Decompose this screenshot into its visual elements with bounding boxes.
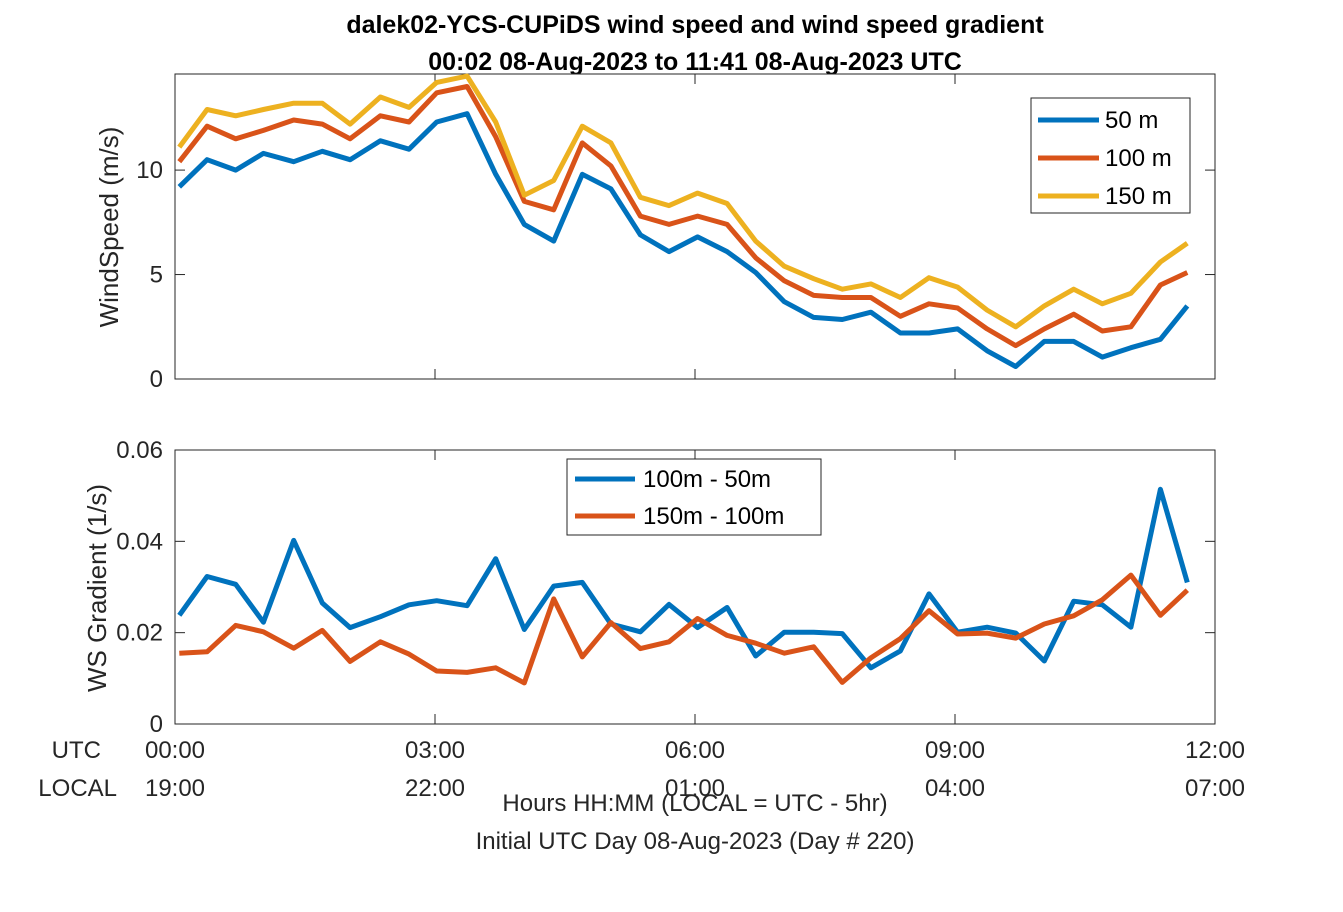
series-line-150m-100m (179, 572, 1190, 686)
x-tick-label-utc: 00:00 (145, 737, 205, 764)
wind-speed-series (177, 73, 1190, 369)
local-row-label: LOCAL (38, 775, 117, 802)
legend-label: 150 m (1105, 183, 1172, 210)
x-axis-label-line1: Hours HH:MM (LOCAL = UTC - 5hr) (502, 790, 887, 817)
gradient-axes: 0 0.02 0.04 0.06 WS Gradient (1/s) 100m - 5… (82, 437, 1216, 738)
x-tick-label-utc: 12:00 (1185, 737, 1245, 764)
series-line-150-m (177, 73, 1189, 330)
legend-box (566, 458, 822, 536)
legend-label: 50 m (1105, 107, 1158, 134)
x-tick-label-utc: 09:00 (925, 737, 985, 764)
gradient-series (177, 486, 1190, 686)
x-axis-label-line2: Initial UTC Day 08-Aug-2023 (Day # 220) (476, 828, 915, 855)
y-tick-label: 0.06 (116, 437, 163, 464)
x-tick-labels: 00:00 19:00 03:00 22:00 06:00 01:00 09:00 04:00… (145, 737, 1245, 802)
legend-label: 100m - 50m (643, 466, 771, 493)
x-tick-label-local: 04:00 (925, 775, 985, 802)
x-tick-label-utc: 06:00 (665, 737, 725, 764)
utc-row-label: UTC (52, 737, 101, 764)
x-tick-label-local: 19:00 (145, 775, 205, 802)
figure-title-line1: dalek02-YCS-CUPiDS wind speed and wind s… (346, 11, 1044, 39)
gradient-legend: 100m - 50m 150m - 100m (566, 458, 822, 536)
gradient-ylabel: WS Gradient (1/s) (82, 484, 112, 692)
figure-title-line2: 00:02 08-Aug-2023 to 11:41 08-Aug-2023 U… (428, 48, 962, 76)
series-line-50-m (177, 111, 1190, 369)
y-tick-label: 0 (150, 366, 163, 393)
wind-speed-ylabel: WindSpeed (m/s) (94, 127, 124, 328)
y-tick-label: 5 (150, 262, 163, 289)
wind-speed-legend: 50 m 100 m 150 m (1030, 97, 1191, 214)
x-tick-label-local: 07:00 (1185, 775, 1245, 802)
gradient-ticks: 0 0.02 0.04 0.06 (116, 437, 1216, 738)
legend-label: 100 m (1105, 145, 1172, 172)
y-tick-label: 0 (150, 711, 163, 738)
x-tick-label-utc: 03:00 (405, 737, 465, 764)
wind-speed-axes: 0 5 10 WindSpeed (m/s) 50 m 100 m 150 m (94, 73, 1216, 393)
x-tick-label-local: 01:00 (665, 775, 725, 802)
y-tick-label: 10 (136, 157, 163, 184)
y-tick-label: 0.04 (116, 528, 163, 555)
series-line-100-m (177, 84, 1189, 349)
legend-label: 150m - 100m (643, 503, 784, 530)
y-tick-label: 0.02 (116, 620, 163, 647)
x-tick-label-local: 22:00 (405, 775, 465, 802)
